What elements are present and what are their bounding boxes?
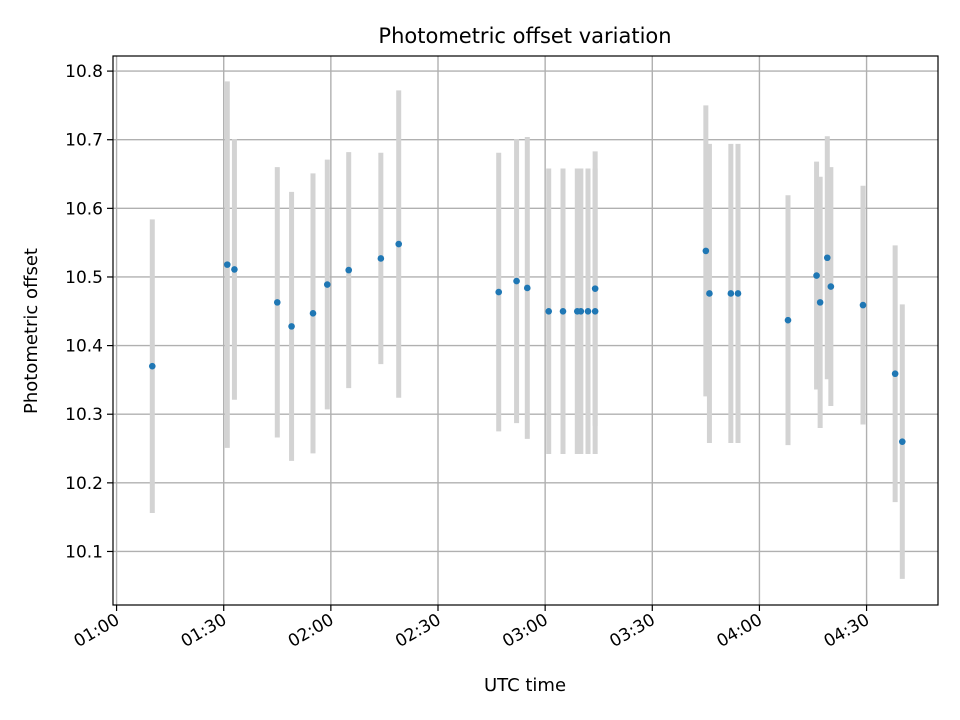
data-point xyxy=(273,299,281,306)
y-tick-label: 10.5 xyxy=(65,268,103,288)
data-point xyxy=(495,288,503,296)
data-point xyxy=(513,277,520,285)
data-point xyxy=(559,307,567,315)
data-point xyxy=(727,290,735,297)
data-point xyxy=(231,266,238,273)
y-tick-label: 10.4 xyxy=(65,337,103,357)
data-point xyxy=(584,307,592,315)
data-point xyxy=(734,290,742,297)
data-point xyxy=(577,307,585,315)
x-axis-title: UTC time xyxy=(484,675,566,696)
data-point xyxy=(309,310,317,317)
data-point xyxy=(706,290,713,297)
data-point xyxy=(702,247,710,255)
data-points xyxy=(148,240,906,445)
y-tick-label: 10.6 xyxy=(65,199,103,219)
data-point xyxy=(523,284,531,292)
data-point xyxy=(377,255,385,262)
y-axis-title: Photometric offset xyxy=(21,248,42,414)
y-tick-label: 10.2 xyxy=(65,474,103,494)
plot-frame xyxy=(112,55,939,606)
data-point xyxy=(323,281,331,288)
data-point xyxy=(813,272,820,279)
data-point xyxy=(816,299,824,306)
data-point xyxy=(148,362,156,370)
y-tick-label: 10.8 xyxy=(65,62,103,82)
data-point xyxy=(345,266,353,274)
data-point xyxy=(591,285,599,292)
y-tick-label: 10.7 xyxy=(65,131,103,151)
data-point xyxy=(827,283,835,290)
data-point xyxy=(545,307,553,315)
data-point xyxy=(288,323,295,330)
data-point xyxy=(891,370,899,378)
data-point xyxy=(784,316,792,324)
data-point xyxy=(898,438,906,445)
chart-title: Photometric offset variation xyxy=(378,24,671,48)
y-tick-label: 10.3 xyxy=(65,405,103,425)
data-point xyxy=(395,240,403,248)
data-point xyxy=(223,261,231,268)
data-point xyxy=(859,301,867,309)
data-point xyxy=(591,307,599,315)
data-point xyxy=(823,254,831,262)
y-tick-label: 10.1 xyxy=(65,542,103,562)
